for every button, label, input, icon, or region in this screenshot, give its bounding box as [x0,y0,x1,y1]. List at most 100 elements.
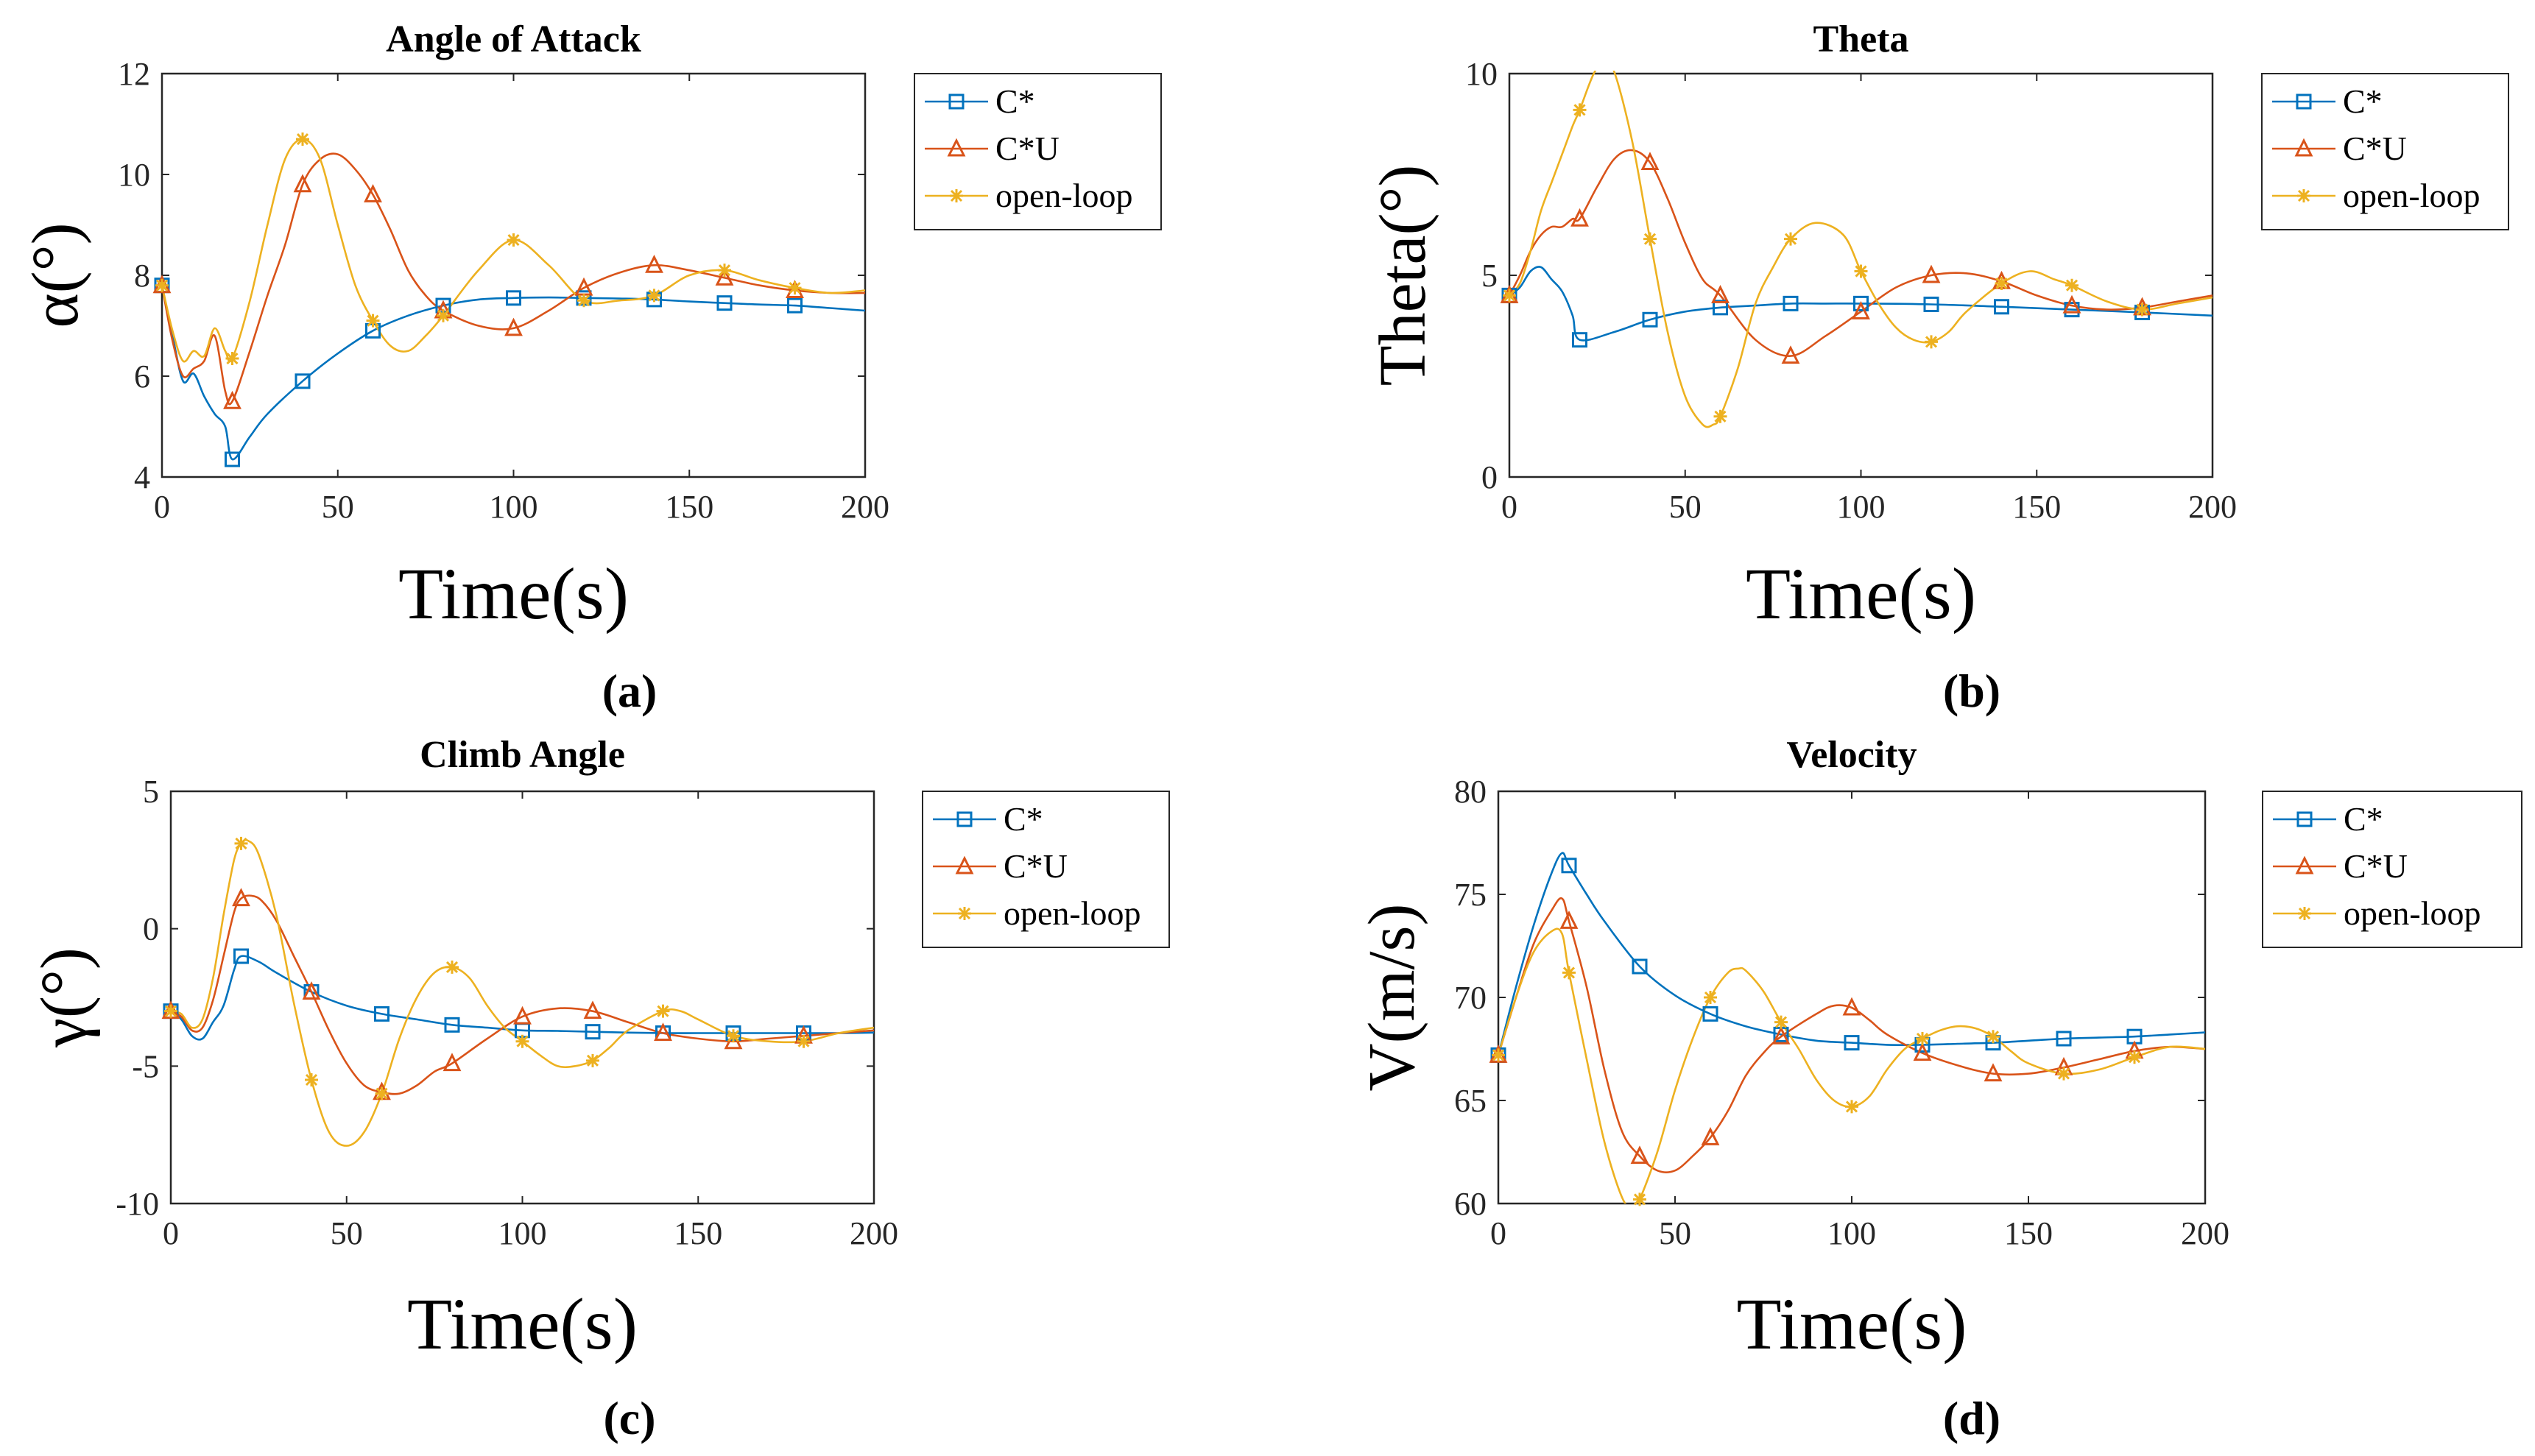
panel-caption: (d) [1943,1392,2000,1444]
marker-star [2298,907,2311,920]
series-line-square [1498,852,2205,1056]
y-tick-label: 75 [1454,877,1487,913]
x-tick-label: 150 [2004,1215,2053,1251]
x-tick-label: 0 [154,489,170,525]
marker-triangle [786,280,804,299]
marker-square [1632,958,1648,975]
x-tick-label: 200 [2188,489,2237,525]
marker-star [437,308,450,322]
marker-triangle [955,855,974,874]
x-tick-label: 100 [1837,489,1886,525]
marker-triangle [232,888,250,907]
y-tick-label: 5 [143,774,159,810]
marker-triangle [1913,1042,1932,1061]
marker-star [1784,232,1797,246]
x-tick-label: 100 [1827,1215,1876,1251]
marker-triangle [1640,152,1660,171]
marker-star [1503,289,1516,303]
series-line-square [171,955,874,1041]
marker-square [1844,1035,1860,1051]
marker-star [958,907,971,920]
x-axis-label: Time(s) [407,1283,638,1365]
x-axis-label: Time(s) [1736,1283,1967,1365]
legend-label: open-loop [995,177,1133,214]
chart-title: Theta [1813,18,1909,60]
marker-star [1573,103,1587,117]
x-axis-label: Time(s) [398,553,629,635]
marker-star [1492,1048,1505,1062]
marker-star [366,314,380,328]
marker-triangle [1852,300,1870,319]
marker-triangle [1570,208,1589,227]
marker-triangle [645,254,663,273]
marker-star [2297,189,2310,202]
series-line-square [1509,266,2213,342]
chart-panel-c: 0 50 100 150 200 -10 -5 0 5 Climb Angle Time(s) γ(°… [28,734,1170,1444]
marker-square [295,373,311,389]
x-tick-label: 200 [850,1215,898,1251]
marker-star [718,264,731,278]
marker-square [506,290,521,306]
marker-triangle [1701,1127,1720,1145]
marker-star [1562,966,1576,980]
legend-label: C*U [995,130,1060,167]
marker-square [1642,311,1658,328]
x-tick-label: 0 [1501,489,1517,525]
marker-star [155,278,169,292]
marker-square [1783,295,1799,311]
marker-triangle [443,1053,462,1072]
marker-triangle [504,317,523,336]
series-line-triangle [1509,149,2213,357]
marker-star [656,1004,670,1018]
legend: C* C*U open-loop [2262,791,2522,948]
x-tick-label: 0 [1490,1215,1506,1251]
legend-label: C* [1004,800,1043,838]
plot-area [162,138,865,461]
legend: C* C*U open-loop [914,73,1162,230]
y-axis-label: Theta(°) [1367,165,1439,386]
marker-square [2296,93,2312,110]
marker-star [788,281,802,295]
marker-star [1704,991,1717,1004]
marker-star [375,1086,389,1100]
legend-label: open-loop [2343,177,2481,214]
axes-box [161,72,867,478]
x-tick-label: 150 [674,1215,722,1251]
chart-panel-b: 0 50 100 150 200 0 5 10 Theta Time(s) Theta(°) (b) C… [1367,18,2509,717]
x-tick-label: 100 [490,489,538,525]
panel-caption: (a) [602,665,657,717]
marker-star [2135,303,2149,317]
marker-triangle [513,1006,532,1025]
marker-triangle [1842,997,1861,1016]
marker-triangle [364,184,382,202]
marker-star [1633,1192,1646,1206]
marker-star [305,1073,318,1086]
marker-star [2128,1050,2141,1064]
marker-triangle [1984,1063,2003,1082]
marker-star [1916,1032,1929,1045]
marker-star [647,289,661,303]
marker-square [1713,300,1728,316]
marker-square [1994,299,2009,315]
x-axis-label: Time(s) [1746,553,1976,635]
marker-star [445,960,459,974]
marker-triangle [1771,1025,1791,1045]
y-tick-label: -5 [132,1048,159,1084]
marker-star [1774,1015,1788,1029]
legend-label: C* [2344,800,2383,838]
x-tick-label: 50 [331,1215,363,1251]
chart-panel-a: 0 50 100 150 200 4 6 8 10 12 Angle of Attack Time(s… [19,18,1162,717]
plot-area [1509,71,2213,428]
marker-star [515,1034,529,1048]
marker-square [1702,1006,1718,1022]
x-tick-label: 100 [498,1215,547,1251]
y-tick-label: 65 [1454,1083,1487,1119]
y-tick-label: 80 [1454,774,1487,810]
marker-square [1561,858,1577,874]
legend-box [2262,791,2522,948]
marker-square [444,1017,460,1033]
y-axis-label: α(°) [19,222,92,328]
marker-square [585,1024,601,1040]
marker-square [2296,811,2313,827]
